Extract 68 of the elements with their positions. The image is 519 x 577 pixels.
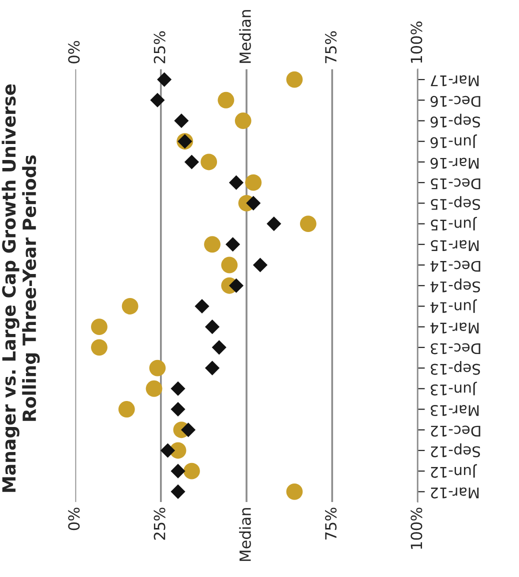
x-tick-label: 100% (410, 508, 422, 549)
y-tick-label: Mar-13 (430, 405, 479, 416)
x-tick-label: 75% (325, 508, 337, 540)
point (228, 175, 244, 190)
point (234, 112, 252, 129)
x-tick-label: 25% (154, 508, 166, 540)
x2-tick-label: 75% (325, 31, 337, 64)
point (204, 320, 220, 334)
point (170, 381, 186, 396)
y-tick-label: Dec-15 (430, 178, 480, 190)
y-tick-label: Mar-17 (430, 75, 479, 86)
point (212, 340, 226, 355)
point (150, 92, 165, 108)
x2-tick-label: 0% (68, 40, 80, 64)
point (286, 483, 303, 500)
point (226, 237, 240, 252)
y-tick-label: Jun-13 (430, 382, 477, 396)
point (181, 422, 196, 438)
point (252, 258, 268, 272)
y-tick-label: Sep-13 (430, 360, 480, 375)
y-tick-label: Sep-14 (430, 278, 480, 292)
y-tick-label: Mar-14 (430, 322, 479, 334)
y-tick-label: Mar-16 (430, 158, 479, 169)
point (204, 236, 220, 253)
y-tick-label: Sep-12 (431, 443, 480, 458)
point (184, 462, 200, 480)
point (204, 360, 220, 376)
point (157, 72, 172, 87)
y-tick-label: Mar-12 (431, 487, 479, 498)
point (91, 339, 108, 356)
point (300, 216, 316, 232)
point (245, 174, 262, 191)
point (221, 256, 238, 274)
y-tick-label: Mar-15 (430, 240, 479, 252)
point (118, 401, 135, 418)
point (218, 92, 234, 108)
point (200, 154, 218, 170)
point (170, 464, 186, 478)
point (149, 360, 166, 376)
y-tick-label: Sep-15 (430, 196, 480, 210)
y-tick-label: Jun-16 (430, 134, 477, 148)
point (184, 154, 199, 170)
point (286, 71, 303, 88)
point (160, 443, 176, 458)
y-tick-label: Dec-13 (430, 343, 480, 354)
point (246, 196, 261, 210)
x2-tick-label: 25% (154, 31, 166, 64)
point (266, 216, 282, 232)
point (170, 402, 186, 417)
y-tick-label: Jun-15 (430, 216, 477, 230)
point (91, 318, 108, 336)
y-tick-label: Jun-12 (431, 464, 477, 478)
x-tick-label: Median (239, 508, 251, 561)
point (122, 298, 138, 314)
x2-tick-label: Median (239, 10, 251, 63)
y-tick-label: Sep-16 (430, 114, 480, 128)
y-tick-label: Jun-14 (430, 299, 477, 313)
point (146, 380, 162, 397)
y-tick-label: Dec-16 (430, 96, 480, 107)
y-tick-label: Dec-14 (430, 260, 480, 272)
text: Manager vs. Large Cap Growth Universe Rolling Three-Year Periods (2, 84, 40, 492)
x-tick-label: 0% (68, 508, 80, 530)
x2-tick-label: 100% (410, 22, 422, 63)
point (194, 298, 210, 314)
point (174, 113, 189, 128)
y-tick-label: Dec-12 (431, 426, 480, 437)
point (228, 278, 244, 293)
point (170, 484, 186, 499)
